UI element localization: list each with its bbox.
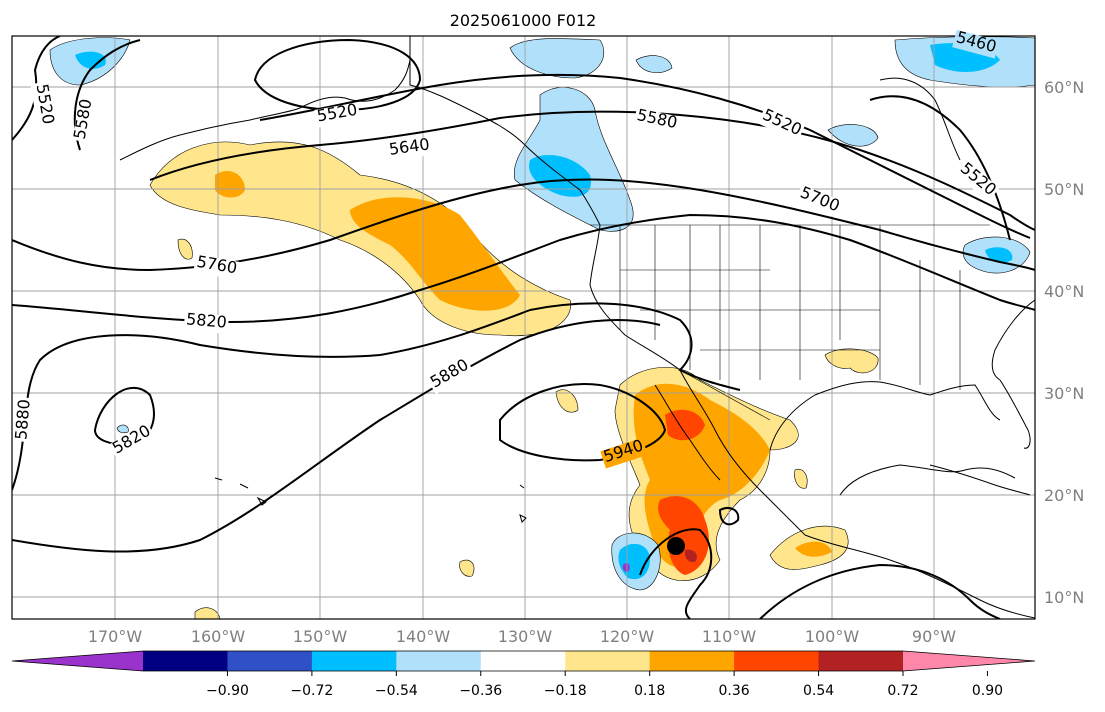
shaded-fields	[49, 36, 1035, 619]
contour-label: 5880	[11, 398, 33, 440]
positive-anomaly-mexico-darkred	[684, 549, 697, 563]
lat-label: 40°N	[1044, 282, 1084, 301]
positive-anomaly-small-2	[794, 468, 808, 489]
colorbar-tick-label: 0.90	[972, 683, 1003, 699]
colorbar-segment	[227, 651, 313, 671]
negative-anomaly-gulf-of-alaska	[513, 87, 634, 232]
lat-label: 50°N	[1044, 180, 1084, 199]
colorbar-segment	[649, 651, 735, 671]
colorbar-tick-label: −0.90	[206, 683, 249, 699]
positive-anomaly-small-1	[555, 389, 579, 413]
lon-label: 140°W	[396, 627, 451, 646]
lon-label: 130°W	[498, 627, 553, 646]
lon-label: 110°W	[702, 627, 757, 646]
colorbar-segment	[143, 651, 228, 671]
colorbar-segment	[818, 651, 904, 671]
colorbar-segment	[734, 651, 820, 671]
positive-anomaly-hawaii	[177, 238, 193, 260]
positive-anomaly-central-america-core	[795, 541, 832, 557]
colorbar-segment	[565, 651, 651, 671]
colorbar-tick-label: 0.18	[634, 683, 665, 699]
lat-label: 60°N	[1044, 78, 1084, 97]
colorbar-segment	[480, 651, 566, 671]
graticule	[12, 36, 1035, 619]
colorbar-outline	[11, 650, 1036, 672]
negative-anomaly-north-coast	[509, 38, 605, 79]
positive-anomaly-gulf	[824, 348, 879, 374]
map-title: 2025061000 F012	[450, 11, 597, 30]
colorbar: −0.90 −0.72 −0.54 −0.36 −0.18 0.18 0.36 0.54 0.7…	[11, 650, 1036, 699]
negative-anomaly-canada	[827, 124, 879, 147]
latitude-labels: 60°N 50°N 40°N 30°N 20°N 10°N	[1044, 78, 1084, 607]
colorbar-tick-label: −0.18	[544, 683, 587, 699]
map-frame	[11, 35, 1036, 620]
positive-anomaly-core-pacific	[350, 197, 520, 311]
negative-anomaly-small-n	[635, 55, 673, 73]
positive-anomaly-small-3	[459, 559, 475, 577]
positive-anomaly-small-4	[194, 607, 221, 619]
lat-label: 30°N	[1044, 384, 1084, 403]
coastlines	[119, 36, 1035, 619]
lon-label: 160°W	[191, 627, 246, 646]
lon-label: 120°W	[600, 627, 655, 646]
lat-label: 10°N	[1044, 588, 1084, 607]
colorbar-tick-label: 0.54	[803, 683, 834, 699]
colorbar-segment	[396, 651, 482, 671]
colorbar-extend-high	[903, 651, 1035, 671]
lon-label: 170°W	[88, 627, 143, 646]
negative-anomaly-great-lakes-core	[985, 247, 1013, 263]
colorbar-tick-label: 0.36	[719, 683, 750, 699]
lon-label: 100°W	[805, 627, 860, 646]
negative-anomaly-hurricane-purple	[622, 563, 630, 572]
lat-label: 20°N	[1044, 486, 1084, 505]
positive-anomaly-small-core	[215, 170, 245, 198]
colorbar-tick-label: −0.54	[375, 683, 418, 699]
colorbar-tick-label: −0.72	[290, 683, 333, 699]
negative-anomaly-hawaii-small	[116, 424, 129, 434]
longitude-labels: 170°W 160°W 150°W 140°W 130°W 120°W 110°…	[88, 627, 956, 646]
colorbar-segment	[311, 651, 397, 671]
storm-center-marker	[667, 537, 685, 555]
colorbar-tick-label: 0.72	[887, 683, 918, 699]
colorbar-extend-low	[12, 651, 143, 671]
height-contours	[12, 36, 1035, 619]
colorbar-tick-label: −0.36	[459, 683, 502, 699]
negative-anomaly-bering-core	[75, 51, 106, 69]
contour-label: 5820	[185, 309, 227, 331]
lon-label: 90°W	[912, 627, 956, 646]
lon-label: 150°W	[293, 627, 348, 646]
